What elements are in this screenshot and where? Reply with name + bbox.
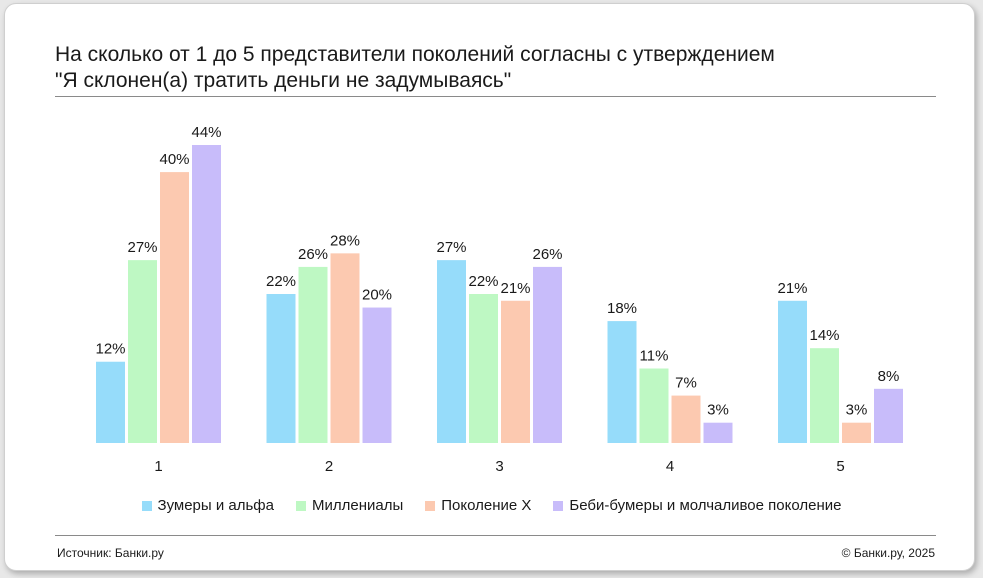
copyright-note: © Банки.ру, 2025: [841, 546, 935, 560]
value-label-5-series-3: 3%: [846, 402, 868, 419]
x-tick-label-5: 5: [836, 458, 844, 475]
value-label-1-series-2: 27%: [127, 239, 157, 256]
bar-4-series-2: [639, 368, 669, 443]
legend-swatch-series-2: [296, 500, 306, 511]
value-label-4-series-3: 7%: [675, 375, 697, 392]
value-label-4-series-2: 11%: [640, 348, 669, 365]
value-label-2-series-3: 28%: [330, 232, 360, 249]
legend-label-series-4: Беби-бумеры и молчаливое поколение: [569, 497, 842, 514]
chart-legend: Зумеры и альфа Миллениалы Поколение X Беби-…: [0, 497, 983, 514]
legend-swatch-series-4: [553, 500, 564, 511]
bar-5-series-4: [874, 388, 903, 443]
bar-4-series-1: [607, 321, 637, 443]
legend-item-series-3: Поколение X: [425, 497, 531, 514]
bar-1-series-2: [128, 260, 157, 443]
legend-label-series-1: Зумеры и альфа: [157, 497, 274, 514]
bar-3-series-2: [469, 294, 498, 443]
bar-1-series-3: [160, 172, 189, 443]
bar-3-series-1: [437, 260, 466, 443]
value-label-1-series-3: 40%: [159, 151, 189, 168]
x-tick-label-1: 1: [154, 458, 162, 475]
bar-2-series-3: [330, 253, 360, 443]
legend-swatch-series-3: [425, 500, 436, 511]
bar-4-series-3: [671, 395, 701, 443]
legend-item-series-4: Беби-бумеры и молчаливое поколение: [553, 497, 841, 514]
title-divider: [55, 96, 936, 97]
legend-label-series-3: Поколение X: [441, 497, 532, 514]
legend-swatch-series-1: [141, 500, 152, 511]
footer-divider: [55, 535, 936, 536]
x-tick-label-2: 2: [325, 458, 333, 475]
bar-1-series-1: [96, 361, 125, 443]
value-label-5-series-1: 21%: [777, 280, 807, 297]
source-note: Источник: Банки.ру: [57, 546, 164, 560]
bar-2-series-2: [298, 266, 328, 443]
value-label-3-series-1: 27%: [436, 239, 466, 256]
x-tick-label-3: 3: [495, 458, 503, 475]
value-label-2-series-2: 26%: [298, 246, 328, 263]
legend-label-series-2: Миллениалы: [312, 497, 404, 514]
value-label-1-series-4: 44%: [191, 124, 221, 141]
x-tick-label-4: 4: [666, 458, 674, 475]
bar-4-series-4: [703, 422, 733, 443]
value-label-3-series-3: 21%: [500, 280, 530, 297]
chart-title: На сколько от 1 до 5 представители покол…: [55, 42, 925, 94]
value-label-5-series-4: 8%: [878, 368, 900, 385]
value-label-1-series-1: 12%: [95, 341, 125, 358]
value-label-4-series-1: 18%: [607, 300, 637, 317]
legend-item-series-2: Миллениалы: [296, 497, 403, 514]
value-label-4-series-4: 3%: [707, 402, 729, 419]
value-label-5-series-2: 14%: [809, 327, 839, 344]
value-label-2-series-4: 20%: [362, 287, 392, 304]
bar-5-series-1: [778, 300, 807, 443]
bar-5-series-3: [842, 422, 871, 443]
bar-1-series-4: [192, 145, 221, 443]
bar-5-series-2: [810, 348, 839, 443]
bar-2-series-4: [362, 307, 392, 443]
value-label-2-series-1: 22%: [266, 273, 296, 290]
bar-3-series-3: [501, 300, 530, 443]
bar-2-series-1: [266, 294, 296, 443]
value-label-3-series-2: 22%: [468, 273, 498, 290]
bar-3-series-4: [533, 266, 562, 443]
value-label-3-series-4: 26%: [532, 246, 562, 263]
legend-item-series-1: Зумеры и альфа: [141, 497, 274, 514]
chart-title-line1: На сколько от 1 до 5 представители покол…: [55, 43, 775, 66]
chart-title-line2: "Я склонен(а) тратить деньги не задумыва…: [55, 69, 512, 92]
